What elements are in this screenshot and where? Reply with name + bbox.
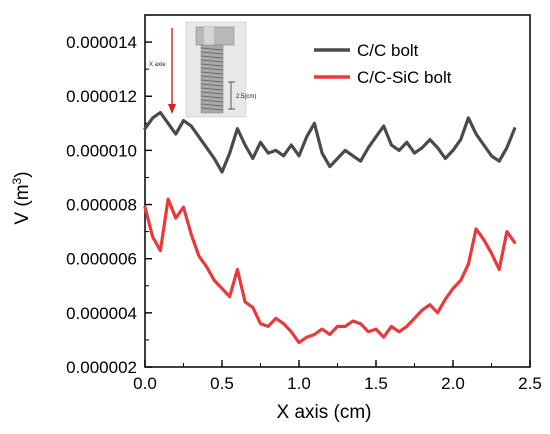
x-tick-label: 2.5 bbox=[518, 374, 542, 393]
thread-line bbox=[200, 95, 224, 99]
y-axis-title-main: V (m bbox=[12, 184, 33, 224]
inset-bolt-diagram: 2.5(cm) bbox=[185, 21, 256, 118]
thread-line bbox=[200, 71, 224, 75]
thread-line bbox=[200, 83, 224, 87]
series-line-ccsic-bolt bbox=[143, 197, 517, 345]
y-tick-label: 0.000008 bbox=[66, 196, 137, 215]
y-axis-title-superscript: 3 bbox=[10, 177, 24, 184]
axie-arrow-head bbox=[168, 104, 176, 114]
thread-line bbox=[200, 67, 224, 71]
y-tick-label: 0.000010 bbox=[66, 141, 137, 160]
y-tick-label: 0.000014 bbox=[66, 33, 137, 52]
y-axis-title-close: ) bbox=[12, 171, 33, 177]
legend-label-ccsic-bolt: C/C-SiC bolt bbox=[357, 68, 452, 87]
series-line-cc-bolt bbox=[143, 110, 517, 174]
x-axis-title: X axis (cm) bbox=[277, 402, 372, 423]
y-tick-label: 0.000006 bbox=[66, 250, 137, 269]
thread-line bbox=[200, 51, 224, 55]
thread-line bbox=[200, 107, 224, 111]
thread-line bbox=[200, 59, 224, 63]
y-axis-title: V (m3) bbox=[10, 171, 33, 224]
series-layer bbox=[143, 110, 517, 345]
legend: C/C bolt C/C-SiC bolt bbox=[314, 41, 452, 87]
x-tick-label: 1.5 bbox=[364, 374, 388, 393]
bolt-shank bbox=[200, 44, 224, 114]
bolt-threads bbox=[200, 47, 224, 111]
x-tick-label: 1.0 bbox=[287, 374, 311, 393]
plot-area: 0.0 0.5 1.0 1.5 2.0 2.5 0.000002 0.000004 0.0000… bbox=[66, 14, 542, 393]
legend-label-cc-bolt: C/C bolt bbox=[357, 41, 419, 60]
dimension-label: 2.5(cm) bbox=[236, 94, 256, 100]
thread-line bbox=[200, 79, 224, 83]
axie-label: X axie bbox=[149, 62, 166, 68]
x-tick-label: 0.5 bbox=[210, 374, 234, 393]
y-tick-label: 0.000004 bbox=[66, 304, 137, 323]
thread-line bbox=[200, 87, 224, 91]
x-tick-label: 0.0 bbox=[133, 374, 157, 393]
bolt-head-face bbox=[204, 27, 214, 45]
thread-line bbox=[200, 75, 224, 79]
x-tick-label: 2.0 bbox=[441, 374, 465, 393]
thread-line bbox=[200, 91, 224, 95]
y-tick-label: 0.000012 bbox=[66, 87, 137, 106]
thread-line bbox=[200, 63, 224, 67]
bolt-head bbox=[195, 26, 235, 46]
thread-line bbox=[200, 99, 224, 103]
thread-line bbox=[200, 55, 224, 59]
x-axie-arrow: X axie bbox=[149, 28, 176, 114]
thread-line bbox=[200, 103, 224, 107]
thread-line bbox=[200, 47, 224, 51]
y-tick-label: 0.000002 bbox=[66, 358, 137, 377]
